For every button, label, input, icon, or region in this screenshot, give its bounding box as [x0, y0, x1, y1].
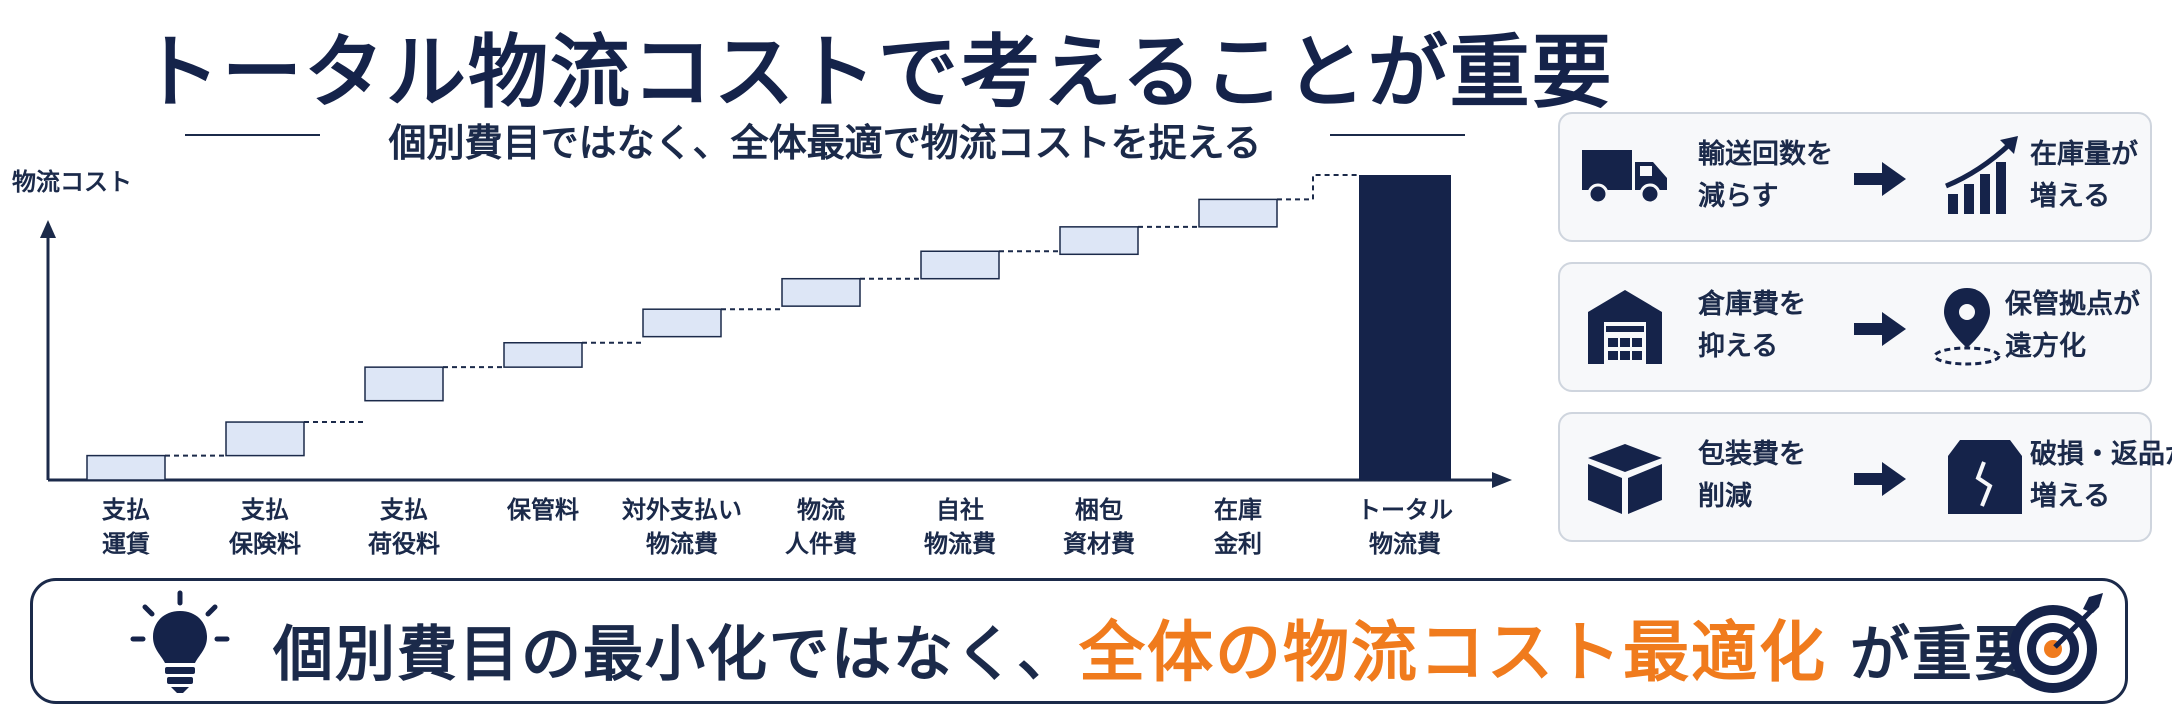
x-tick-label: 運賃 — [102, 530, 150, 558]
damaged-box-icon — [1948, 440, 2022, 514]
waterfall-step-bar — [642, 308, 722, 338]
panel-warehouse-left-line1: 倉庫費を — [1698, 289, 1806, 320]
arrow-right-icon — [1854, 462, 1906, 496]
subtitle-bar: 個別費目ではなく、全体最適で物流コストを捉える — [185, 112, 1465, 165]
y-axis-arrow — [40, 220, 56, 238]
x-tick-label: 支払 — [241, 496, 289, 524]
x-tick-label: 在庫 — [1214, 496, 1262, 524]
x-tick-label: 人件費 — [785, 530, 857, 558]
subtitle-rule-left — [185, 134, 320, 136]
conclusion-text-before: 個別費目の最小化ではなく、 — [273, 620, 1079, 690]
tradeoff-panel-warehouse: 倉庫費を 抑える 保管拠点が 遠方化 — [1558, 262, 2152, 392]
x-tick-label: 物流費 — [646, 530, 718, 558]
target-icon — [2009, 593, 2103, 693]
subtitle-container: 個別費目ではなく、全体最適で物流コストを捉える — [185, 112, 1465, 167]
conclusion-message: 個別費目の最小化ではなく、全体の物流コスト最適化 が重要 — [273, 599, 2036, 695]
total-cost-bar — [1359, 175, 1451, 480]
waterfall-step-bar — [1059, 226, 1139, 256]
tradeoff-panel-transport: 輸送回数を 減らす 在庫量が 増える — [1558, 112, 2152, 242]
arrow-right-icon — [1854, 162, 1906, 196]
x-tick-label: 支払 — [102, 496, 150, 524]
panel-packaging-left-line1: 包装費を — [1698, 439, 1806, 470]
arrow-right-icon — [1854, 312, 1906, 346]
panel-packaging-left-text: 包装費を 削減 — [1698, 434, 1806, 518]
panel-transport-left-text: 輸送回数を 減らす — [1698, 134, 1833, 218]
subtitle-rule-right — [1330, 134, 1465, 136]
panel-transport-right-text: 在庫量が 増える — [2030, 134, 2138, 218]
panel-packaging-right-text: 破損・返品が 増える — [2030, 434, 2172, 518]
x-tick-label: 支払 — [380, 496, 428, 524]
panel-warehouse-left-text: 倉庫費を 抑える — [1698, 284, 1806, 368]
conclusion-highlight: 全体の物流コスト最適化 — [1079, 614, 1827, 691]
panel-warehouse-right-text: 保管拠点が 遠方化 — [2005, 284, 2140, 368]
panel-transport-right-line2: 増える — [2030, 181, 2111, 212]
box-icon — [1588, 444, 1662, 514]
x-tick-label: トータル — [1357, 496, 1453, 524]
x-tick-label: 対外支払い — [622, 496, 742, 524]
panel-transport-right-line1: 在庫量が — [2030, 139, 2138, 170]
panel-packaging-left-line2: 削減 — [1698, 481, 1752, 512]
truck-icon — [1582, 150, 1667, 205]
subtitle: 個別費目ではなく、全体最適で物流コストを捉える — [362, 121, 1288, 165]
x-tick-label: 自社 — [936, 496, 984, 524]
panel-warehouse-right-line1: 保管拠点が — [2005, 289, 2140, 320]
conclusion-banner: 個別費目の最小化ではなく、全体の物流コスト最適化 が重要 — [30, 578, 2128, 704]
tradeoff-panel-packaging: 包装費を 削減 破損・返品が 増える — [1558, 412, 2172, 542]
x-tick-label: 物流費 — [924, 530, 996, 558]
lightbulb-icon — [130, 590, 230, 693]
waterfall-step-bar — [364, 366, 444, 402]
waterfall-step-bar — [1198, 198, 1278, 228]
x-tick-label: 保険料 — [228, 530, 301, 558]
warehouse-icon — [1588, 290, 1662, 364]
panel-packaging-right-line1: 破損・返品が — [2030, 439, 2172, 470]
waterfall-step-bar — [503, 342, 583, 368]
x-tick-label: 金利 — [1213, 530, 1262, 558]
waterfall-step-bar — [86, 454, 166, 481]
growth-chart-icon — [1945, 136, 2018, 214]
x-tick-label: 梱包 — [1075, 496, 1123, 524]
step-connector — [1277, 174, 1359, 201]
x-axis-arrow — [1492, 472, 1512, 488]
y-axis-label: 物流コスト — [12, 168, 132, 196]
page-title: トータル物流コストで考えることが重要 — [140, 26, 1614, 119]
waterfall-step-bar — [920, 250, 1000, 280]
waterfall-step-bar — [225, 421, 305, 457]
panel-packaging-right-line2: 増える — [2030, 481, 2111, 512]
x-tick-label: 荷役料 — [368, 530, 440, 558]
conclusion-text-after: が重要 — [1827, 620, 2036, 690]
panel-warehouse-left-line2: 抑える — [1698, 331, 1779, 362]
panel-transport-left-line2: 減らす — [1698, 181, 1779, 212]
waterfall-step-bar — [781, 277, 861, 307]
x-tick-label: 物流費 — [1369, 530, 1441, 558]
x-tick-label: 物流 — [797, 496, 845, 524]
panel-transport-left-line1: 輸送回数を — [1698, 139, 1833, 170]
x-tick-label: 資材費 — [1063, 530, 1135, 558]
panel-warehouse-right-line2: 遠方化 — [2005, 331, 2086, 362]
x-tick-label: 保管料 — [506, 496, 579, 524]
location-pin-icon — [1933, 288, 2001, 366]
